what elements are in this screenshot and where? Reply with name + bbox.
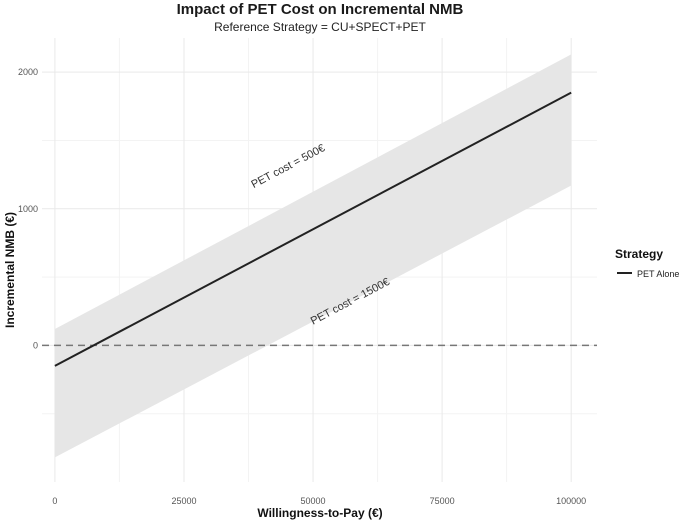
- x-tick-label: 50000: [301, 496, 326, 506]
- y-tick-label: 0: [33, 340, 38, 350]
- y-axis-ticks: 0 1000 2000: [18, 67, 38, 350]
- y-tick-label: 2000: [18, 67, 38, 77]
- legend-title: Strategy: [615, 247, 663, 261]
- x-tick-label: 75000: [430, 496, 455, 506]
- y-axis-title: Incremental NMB (€): [3, 212, 17, 328]
- x-tick-label: 0: [52, 496, 57, 506]
- confidence-band-0: [54, 54, 572, 458]
- x-axis-title: Willingness-to-Pay (€): [257, 506, 382, 520]
- series-lines: [54, 91, 572, 367]
- confidence-bands: [54, 54, 572, 458]
- y-tick-label: 1000: [18, 204, 38, 214]
- legend-label-pet-alone: PET Alone: [637, 269, 679, 279]
- x-tick-label: 100000: [556, 496, 586, 506]
- x-tick-label: 25000: [171, 496, 196, 506]
- chart-subtitle: Reference Strategy = CU+SPECT+PET: [214, 20, 426, 34]
- legend: Strategy PET Alone: [615, 247, 679, 279]
- x-axis-ticks: 0 25000 50000 75000 100000: [52, 496, 586, 506]
- series-line-pet-alone: [54, 91, 572, 367]
- chart-title: Impact of PET Cost on Incremental NMB: [177, 1, 464, 18]
